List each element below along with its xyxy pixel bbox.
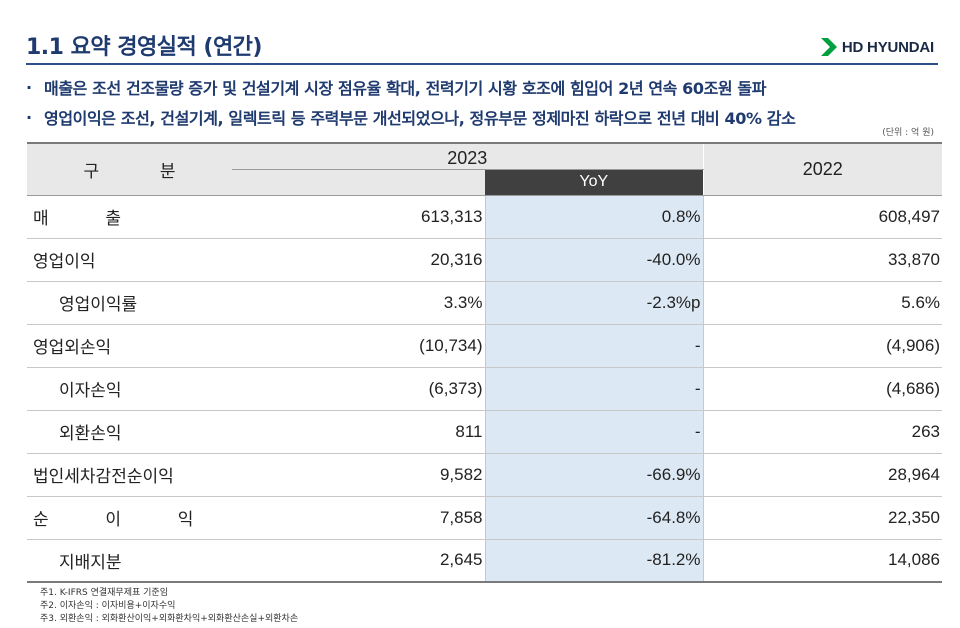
table-row: 법인세차감전순이익 9,582 -66.9% 28,964 (27, 453, 943, 497)
value-yoy: -2.3%p (484, 281, 704, 325)
table-row: 영업이익 20,316 -40.0% 33,870 (27, 238, 943, 282)
value-2022: 22,350 (703, 496, 943, 540)
value-2023: (10,734) (232, 324, 485, 368)
value-2022: 33,870 (703, 238, 943, 282)
value-yoy: - (484, 410, 704, 454)
header-2022: 2022 (702, 142, 943, 196)
table-row: 영업이익률 3.3% -2.3%p 5.6% (27, 281, 943, 325)
financial-summary-table: 구 분 2023 2022 YoY 매 출 613,313 0.8% 608,497 영… (27, 142, 943, 583)
value-2022: (4,906) (703, 324, 943, 368)
table-row: 외환손익 811-263 (27, 410, 943, 454)
page-title: 1.1 요약 경영실적 (연간) (26, 35, 262, 60)
row-label: 지배지분 (27, 539, 232, 583)
value-2023: 9,582 (232, 453, 485, 497)
row-label: 외환손익 (27, 410, 232, 454)
table-row: 지배지분 2,645 -81.2% 14,086 (27, 539, 943, 583)
value-yoy: -64.8% (484, 496, 704, 540)
row-label: 영업이익 (27, 238, 232, 282)
header-category: 구 분 (27, 142, 232, 196)
value-yoy: -40.0% (484, 238, 704, 282)
title-divider (26, 63, 938, 65)
table-row: 영업외손익 (10,734) - (4,906) (27, 324, 943, 368)
row-label: 영업외손익 (27, 324, 232, 368)
row-label: 순 이 익 (27, 496, 232, 540)
value-yoy: - (484, 324, 704, 368)
value-yoy: -81.2% (484, 539, 704, 583)
row-label: 영업이익률 (27, 281, 232, 325)
value-yoy: 0.8% (484, 195, 704, 239)
row-label: 매 출 (27, 195, 232, 239)
value-2022: 28,964 (703, 453, 943, 497)
value-2022: 5.6% (703, 281, 943, 325)
value-2022: 608,497 (703, 195, 943, 239)
bullet-item: · 영업이익은 조선, 건설기계, 일렉트릭 등 주력부문 개선되었으나, 정유… (26, 102, 938, 132)
header-2023-blank (232, 169, 485, 196)
value-2023: 613,313 (232, 195, 485, 239)
chevron-logo-icon (820, 38, 837, 56)
footnotes: 주1. K-IFRS 연결재무제표 기준임 주2. 이자손익 : 이자비용+이자… (40, 587, 298, 626)
unit-label: (단위 : 억 원) (882, 128, 934, 138)
bullet-dot: · (26, 107, 32, 127)
header-2023: 2023 (232, 142, 704, 170)
bullet-item: · 매출은 조선 건조물량 증가 및 건설기계 시장 점유율 확대, 전력기기 … (26, 72, 938, 102)
footnote: 주1. K-IFRS 연결재무제표 기준임 (40, 588, 168, 598)
value-yoy: - (484, 367, 704, 411)
value-2023: 811 (232, 410, 485, 454)
company-logo: HD HYUNDAI (820, 38, 934, 56)
table-row: 이자손익 (6,373) - (4,686) (27, 367, 943, 411)
footnote: 주3. 외환손익 : 외화환산이익+외화환차익+외화환산손실+외환차손 (40, 614, 299, 624)
row-label: 이자손익 (27, 367, 232, 411)
summary-bullets: · 매출은 조선 건조물량 증가 및 건설기계 시장 점유율 확대, 전력기기 … (26, 72, 938, 132)
row-label: 법인세차감전순이익 (27, 453, 232, 497)
value-2023: 3.3% (232, 281, 485, 325)
table-row: 매 출 613,313 0.8% 608,497 (27, 195, 943, 239)
table-row: 순 이 익 7,858 -64.8% 22,350 (27, 496, 943, 540)
value-2022: 263 (703, 410, 943, 454)
value-2023: 2,645 (232, 539, 485, 583)
value-2023: (6,373) (232, 367, 485, 411)
value-2023: 7,858 (232, 496, 485, 540)
value-2022: (4,686) (703, 367, 943, 411)
bullet-text: 매출은 조선 건조물량 증가 및 건설기계 시장 점유율 확대, 전력기기 시황… (44, 79, 767, 98)
value-2022: 14,086 (703, 539, 943, 583)
header-yoy: YoY (485, 169, 704, 196)
value-yoy: -66.9% (484, 453, 704, 497)
value-2023: 20,316 (232, 238, 485, 282)
logo-text: HD HYUNDAI (841, 38, 934, 56)
bullet-text: 영업이익은 조선, 건설기계, 일렉트릭 등 주력부문 개선되었으나, 정유부문… (44, 109, 796, 128)
footnote: 주2. 이자손익 : 이자비용+이자수익 (40, 601, 176, 611)
bullet-dot: · (26, 77, 32, 97)
